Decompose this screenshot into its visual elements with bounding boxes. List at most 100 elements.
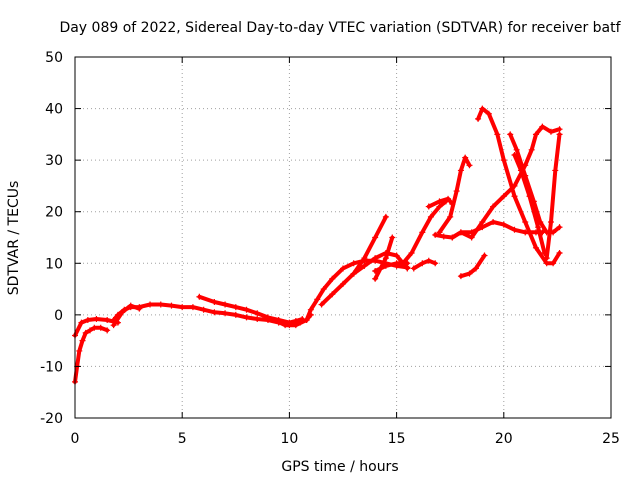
series-line [411,258,438,271]
data-point [232,311,239,318]
series-track-4 [110,302,143,329]
series-line [401,199,448,266]
series-line [111,303,142,328]
data-point [271,317,278,324]
data-point [472,265,479,272]
data-point [425,203,432,210]
data-point [303,317,310,324]
y-tick-label: 50 [45,50,63,66]
data-point [211,309,218,316]
data-point [329,291,336,298]
data-point [436,198,443,205]
data-point [78,319,85,326]
series-line [351,214,388,276]
data-layer [72,105,563,385]
series-track-22 [543,131,563,262]
series-track-8 [318,249,411,308]
data-point [232,304,239,311]
data-point [440,233,447,240]
data-point [511,226,518,233]
data-point [372,275,379,282]
data-point [532,131,539,138]
data-point [282,322,289,329]
data-point [91,324,98,331]
series-track-10 [372,234,396,282]
data-point [556,249,563,256]
series-line [319,251,410,307]
data-point [500,221,507,228]
data-point [93,315,100,322]
data-point [372,234,379,241]
data-point [526,193,533,200]
x-tick-label: 15 [388,431,406,447]
data-point [462,154,469,161]
data-point [453,188,460,195]
data-point [110,322,117,329]
data-point [136,305,143,312]
data-point [243,314,250,321]
series-line [437,155,472,235]
series-line [73,325,110,384]
plot-frame [74,56,612,419]
data-point [457,167,464,174]
data-point [556,224,563,231]
data-point [382,255,389,262]
data-point [168,302,175,309]
data-point [393,260,400,267]
data-point [211,298,218,305]
y-tick-label: 40 [45,102,63,118]
data-point [119,309,126,316]
data-point [507,131,514,138]
data-point [340,265,346,272]
x-tick-label: 5 [178,431,187,447]
data-point [196,293,203,300]
data-point [243,306,250,313]
data-point [222,301,229,308]
y-tick-label: 20 [45,205,63,221]
series-track-5 [196,293,306,326]
data-point [254,310,261,317]
series-line [544,132,562,261]
series-track-9 [350,213,389,277]
data-point [189,304,196,311]
data-point [522,219,529,226]
data-point [425,257,432,264]
series-track-2 [72,315,121,339]
data-point [535,224,542,231]
series-track-14 [436,154,473,236]
data-point [466,270,473,277]
x-tick-label: 10 [280,431,298,447]
data-point [84,317,91,324]
data-point [511,182,518,189]
data-point [449,234,456,241]
data-point [490,219,497,226]
data-point [494,131,501,138]
data-point [361,262,368,269]
data-point [517,167,524,174]
data-point [432,260,439,267]
data-point [511,151,518,158]
data-point [445,195,452,202]
x-tick-label: 20 [495,431,513,447]
data-point [76,347,83,354]
data-point [419,229,426,236]
data-point [511,193,518,200]
data-point [87,327,94,334]
series-track-20 [457,252,488,280]
data-point [449,200,456,207]
data-point [318,301,325,308]
y-tick-label: 0 [54,308,63,324]
series-line [450,124,562,240]
data-point [264,314,271,321]
data-point [547,219,554,226]
data-point [104,317,111,324]
series-line [458,253,487,279]
data-point [543,260,550,267]
data-point [466,162,473,169]
chart-title: Day 089 of 2022, Sidereal Day-to-day VTE… [59,20,621,36]
x-tick-label: 25 [602,431,620,447]
data-point [372,255,379,262]
data-point [550,260,557,267]
data-point [350,270,357,277]
x-axis-label: GPS time / hours [281,459,398,475]
